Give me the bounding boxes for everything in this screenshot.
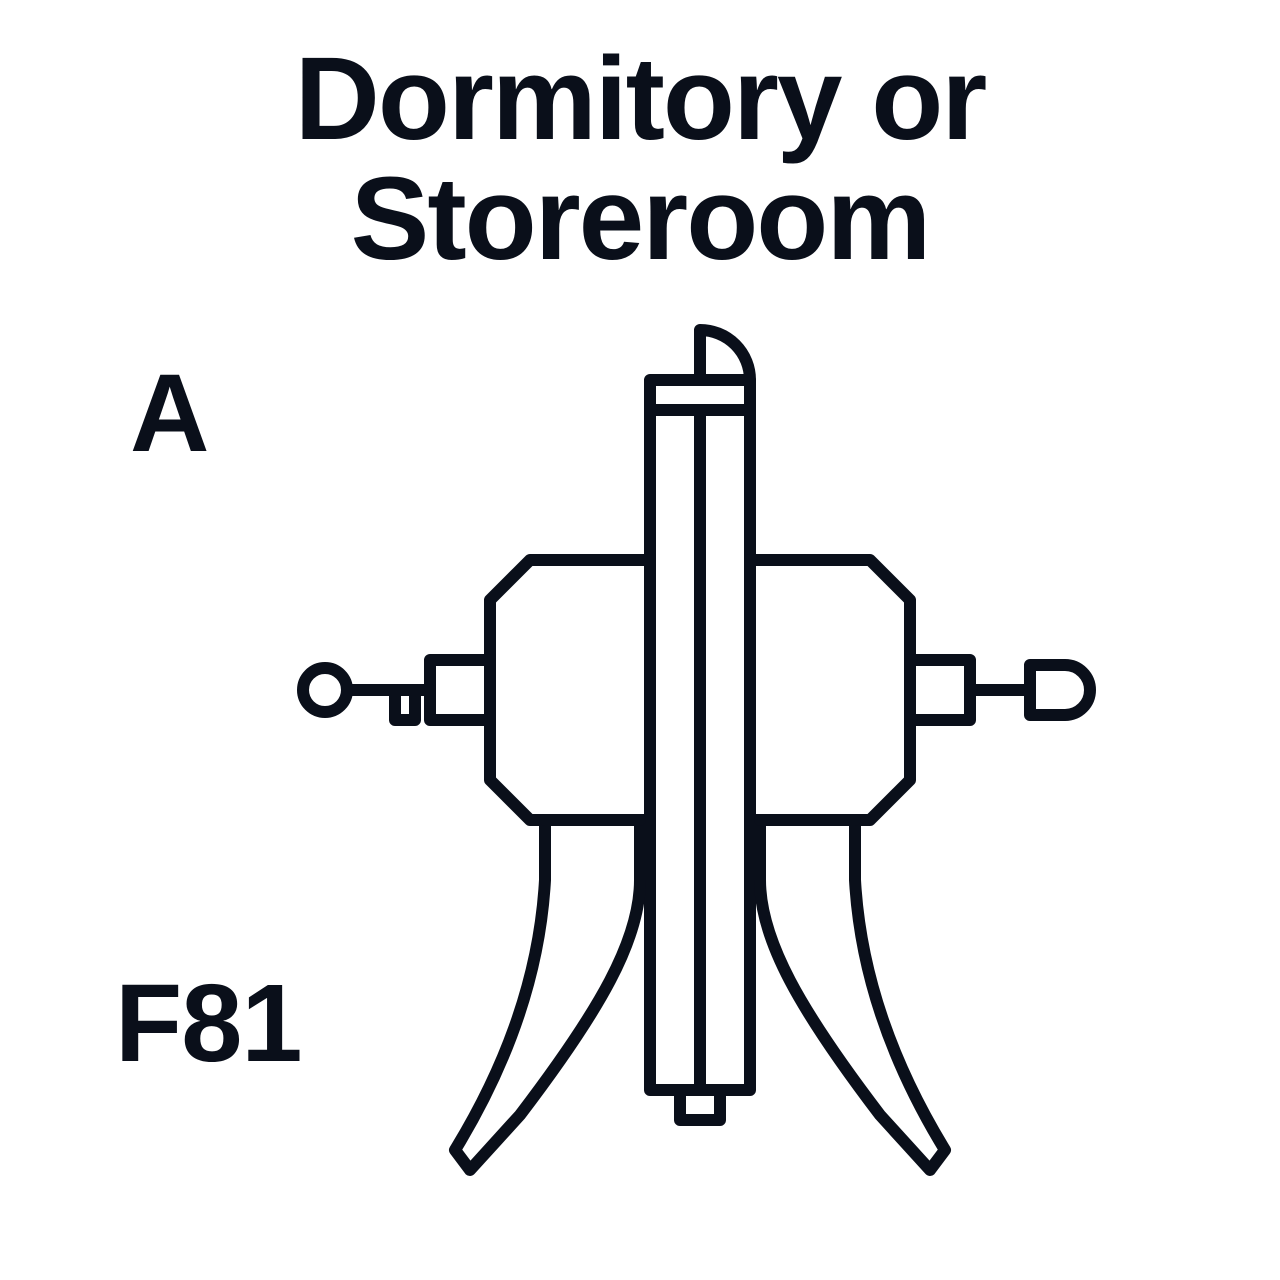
diagram-canvas: Dormitory or Storeroom A F81 <box>0 0 1280 1280</box>
lock-diagram <box>0 0 1280 1280</box>
